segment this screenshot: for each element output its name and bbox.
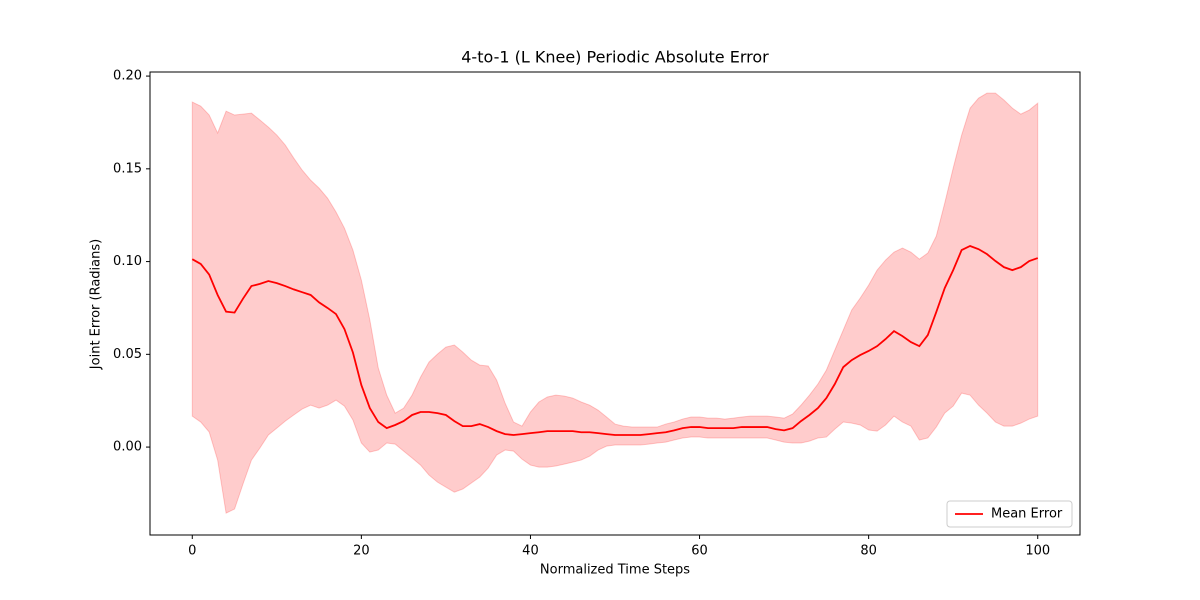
legend-label: Mean Error: [991, 507, 1063, 522]
x-tick-label: 80: [860, 544, 877, 559]
legend-box: [946, 500, 1073, 528]
y-axis-label: Joint Error (Radians): [89, 239, 104, 370]
x-axis-label: Normalized Time Steps: [540, 563, 690, 578]
y-tick-label: 0.05: [113, 347, 142, 362]
y-tick-label: 0.20: [113, 69, 142, 84]
y-tick-label: 0.10: [113, 254, 142, 269]
plot-frame: [149, 71, 1081, 536]
x-tick-label: 100: [1025, 544, 1050, 559]
x-tick-label: 60: [691, 544, 708, 559]
x-tick-label: 0: [188, 544, 196, 559]
mean-line: [191, 245, 1039, 436]
y-tick-label: 0.15: [113, 161, 142, 176]
error-band: [191, 92, 1039, 514]
chart-title: 4-to-1 (L Knee) Periodic Absolute Error: [461, 48, 769, 67]
y-tick-label: 0.00: [113, 440, 142, 455]
x-tick-label: 20: [353, 544, 370, 559]
x-tick-label: 40: [522, 544, 539, 559]
